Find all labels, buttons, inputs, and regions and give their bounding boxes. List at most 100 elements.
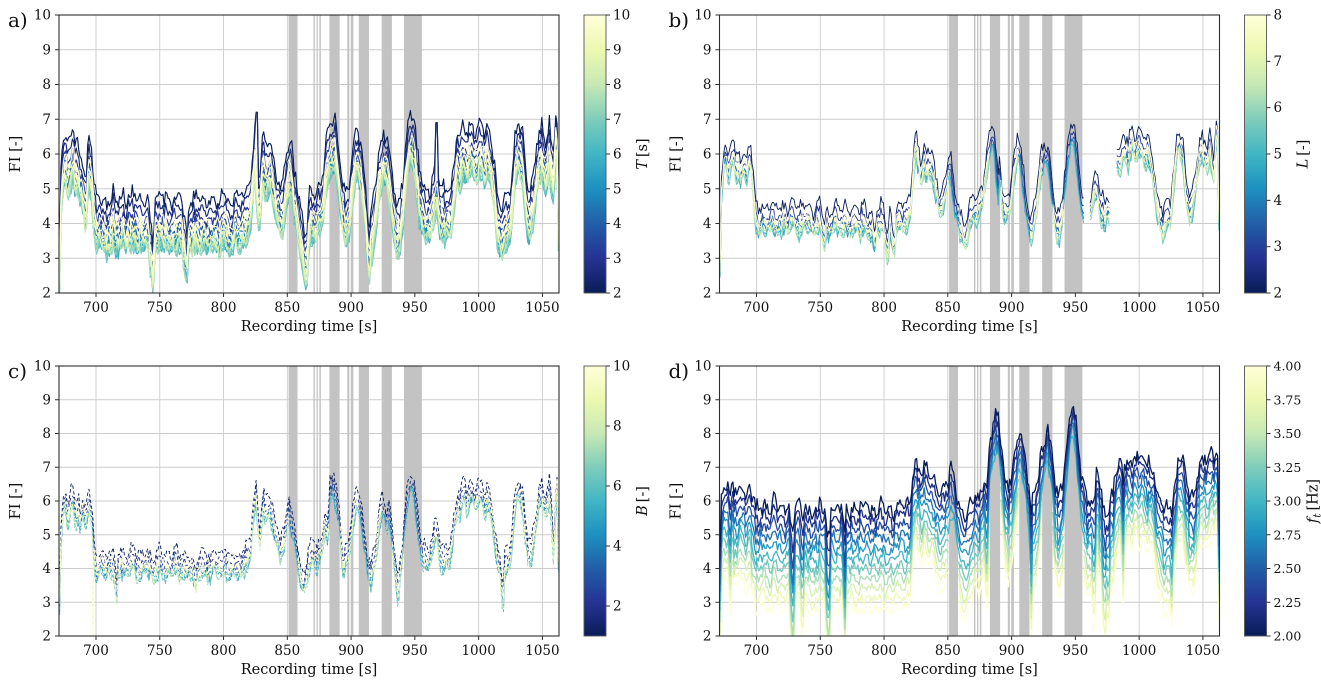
colorbar-tick-label: 10 xyxy=(613,8,630,24)
x-axis-label: Recording time [s] xyxy=(241,662,378,678)
x-tick-label: 750 xyxy=(807,643,833,659)
series-line xyxy=(719,134,1220,263)
x-tick-label: 950 xyxy=(402,643,428,659)
x-axis-label: Recording time [s] xyxy=(901,319,1038,335)
series-lines xyxy=(719,120,1220,278)
y-tick-label: 5 xyxy=(703,527,712,543)
y-tick-label: 2 xyxy=(42,286,51,302)
series-line xyxy=(59,110,559,246)
panel-d: 700 750 800 850 900 950 1000 1050 2 3 4 5 6 7 8 9 10 Reco… xyxy=(660,341,1321,683)
y-tick-label: 4 xyxy=(703,561,712,577)
colorbar-tick-label: 3.75 xyxy=(1274,392,1302,407)
y-tick-label: 4 xyxy=(42,216,51,232)
colorbar-tick-label: 6 xyxy=(613,479,622,495)
colorbar-tick-label: 5 xyxy=(613,181,622,197)
colorbar-tick-label: 4 xyxy=(613,539,622,555)
y-tick-label: 5 xyxy=(42,527,51,543)
series-line xyxy=(719,479,1220,623)
series-line xyxy=(719,435,1220,611)
panel-letter: d) xyxy=(669,359,690,383)
x-tick-label: 1050 xyxy=(525,643,559,659)
x-tick-label: 1000 xyxy=(1122,300,1156,316)
colorbar-tick-label: 6 xyxy=(613,147,622,163)
colorbar-tick-label: 8 xyxy=(613,419,622,435)
y-tick-label: 6 xyxy=(703,147,712,163)
series-line xyxy=(59,488,559,615)
x-axis-label: Recording time [s] xyxy=(241,319,378,335)
x-tick-label: 700 xyxy=(744,300,770,316)
colorbar-tick-label: 10 xyxy=(613,359,630,375)
series-line xyxy=(719,405,1220,548)
colorbar-tick-label: 5 xyxy=(1274,147,1283,163)
y-tick-label: 8 xyxy=(703,77,712,93)
x-tick-label: 1000 xyxy=(1122,643,1156,659)
y-tick-label: 6 xyxy=(42,494,51,510)
y-tick-label: 9 xyxy=(42,392,51,408)
series-line xyxy=(59,111,559,257)
colorbar-tick-label: 3 xyxy=(1274,239,1283,255)
x-tick-label: 700 xyxy=(83,300,109,316)
series-lines xyxy=(59,110,559,293)
x-tick-label: 950 xyxy=(402,300,428,316)
x-tick-label: 1000 xyxy=(461,300,495,316)
x-tick-label: 850 xyxy=(935,300,961,316)
series-line xyxy=(59,486,559,614)
series-line xyxy=(59,137,559,277)
y-tick-label: 10 xyxy=(694,359,711,375)
y-tick-label: 2 xyxy=(42,629,51,645)
colorbar-axis-label: L [-] xyxy=(1296,140,1312,170)
colorbar-tick-label: 2.00 xyxy=(1274,629,1302,644)
colorbar-tick-label: 2 xyxy=(613,286,622,302)
y-tick-label: 3 xyxy=(703,595,712,611)
series-line xyxy=(719,422,1220,586)
y-axis-label: FI [-] xyxy=(669,483,685,520)
panel-letter: b) xyxy=(669,8,690,32)
y-tick-label: 9 xyxy=(703,392,712,408)
x-tick-label: 750 xyxy=(807,300,833,316)
series-line xyxy=(719,493,1220,636)
y-tick-label: 6 xyxy=(703,494,712,510)
axes-frame xyxy=(55,365,560,640)
colorbar-tick-label: 2 xyxy=(1274,286,1283,302)
y-tick-label: 4 xyxy=(703,216,712,232)
y-tick-label: 3 xyxy=(42,251,51,267)
y-tick-label: 10 xyxy=(34,359,51,375)
colorbar: 2.00 2.25 2.50 2.75 3.00 3.25 3.50 3.75 4.00 ft [… xyxy=(1244,359,1321,644)
y-tick-label: 9 xyxy=(703,42,712,58)
y-tick-label: 10 xyxy=(34,8,51,24)
y-tick-label: 8 xyxy=(42,426,51,442)
series-line xyxy=(719,120,1220,250)
y-tick-label: 2 xyxy=(703,286,712,302)
axes-frame xyxy=(55,14,560,297)
panel-letter: a) xyxy=(8,8,28,32)
colorbar-tick-label: 9 xyxy=(613,42,622,58)
y-tick-label: 5 xyxy=(42,181,51,197)
x-tick-label: 900 xyxy=(338,643,364,659)
x-tick-label: 700 xyxy=(744,643,770,659)
x-tick-label: 950 xyxy=(1062,300,1088,316)
series-lines xyxy=(59,472,559,635)
panel-letter: c) xyxy=(8,359,27,383)
colorbar-axis-label: T [s] xyxy=(635,138,651,169)
x-tick-label: 800 xyxy=(871,643,897,659)
x-tick-label: 750 xyxy=(147,300,173,316)
y-tick-label: 9 xyxy=(42,42,51,58)
x-tick-label: 1050 xyxy=(525,300,559,316)
panel-c: 700 750 800 850 900 950 1000 1050 2 3 4 5 6 7 8 9 10 Reco… xyxy=(0,341,660,683)
y-tick-label: 4 xyxy=(42,561,51,577)
series-line xyxy=(719,500,1220,636)
colorbar-tick-label: 7 xyxy=(1274,54,1283,70)
colorbar-axis-label: B [-] xyxy=(635,486,651,517)
axes-frame xyxy=(715,14,1221,297)
series-line xyxy=(59,479,559,635)
y-tick-label: 2 xyxy=(703,629,712,645)
axes-frame xyxy=(715,365,1221,640)
series-line xyxy=(719,125,1220,256)
x-tick-label: 800 xyxy=(871,300,897,316)
x-tick-label: 800 xyxy=(211,300,237,316)
y-tick-label: 7 xyxy=(703,112,712,128)
x-tick-label: 750 xyxy=(147,643,173,659)
x-tick-label: 1050 xyxy=(1186,300,1220,316)
x-axis-label: Recording time [s] xyxy=(901,662,1038,678)
shaded-dropout-bands xyxy=(288,366,422,636)
